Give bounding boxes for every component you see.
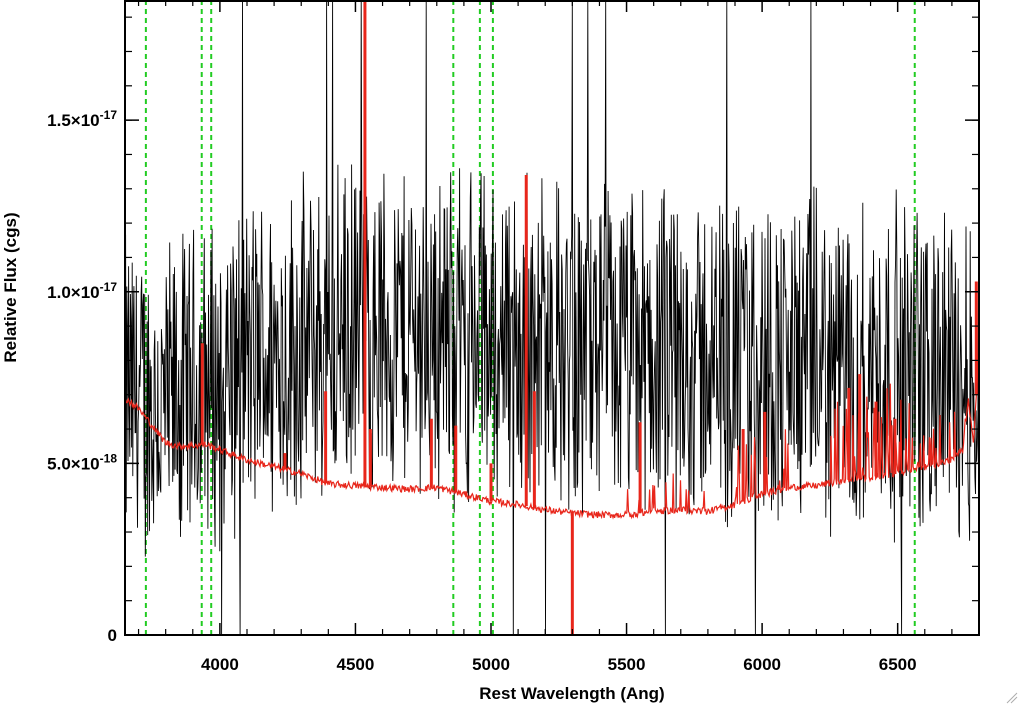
axis-ticks bbox=[125, 0, 980, 636]
tick-labels: 4000 4500 5000 5500 6000 6500 0 5.0×10-18 1.0×10… bbox=[47, 108, 916, 674]
y-tick-label: 1.5×10-17 bbox=[47, 108, 117, 130]
plot-frame bbox=[124, 0, 980, 636]
resize-grip-icon[interactable] bbox=[1006, 692, 1018, 704]
x-tick-label: 4000 bbox=[201, 655, 239, 674]
y-tick-label: 5.0×10-18 bbox=[47, 451, 117, 473]
x-axis-title: Rest Wavelength (Ang) bbox=[479, 684, 664, 703]
series-line-flux bbox=[124, 0, 979, 636]
x-tick-label: 5000 bbox=[472, 655, 510, 674]
series-layer bbox=[124, 0, 980, 636]
x-tick-label: 4500 bbox=[337, 655, 375, 674]
x-tick-label: 5500 bbox=[608, 655, 646, 674]
y-tick-label: 0 bbox=[108, 626, 117, 645]
x-tick-label: 6000 bbox=[743, 655, 781, 674]
x-tick-label: 6500 bbox=[879, 655, 917, 674]
y-axis-title: Relative Flux (cgs) bbox=[1, 212, 20, 362]
series-line-error bbox=[124, 346, 980, 520]
y-tick-label: 1.0×10-17 bbox=[47, 280, 117, 302]
